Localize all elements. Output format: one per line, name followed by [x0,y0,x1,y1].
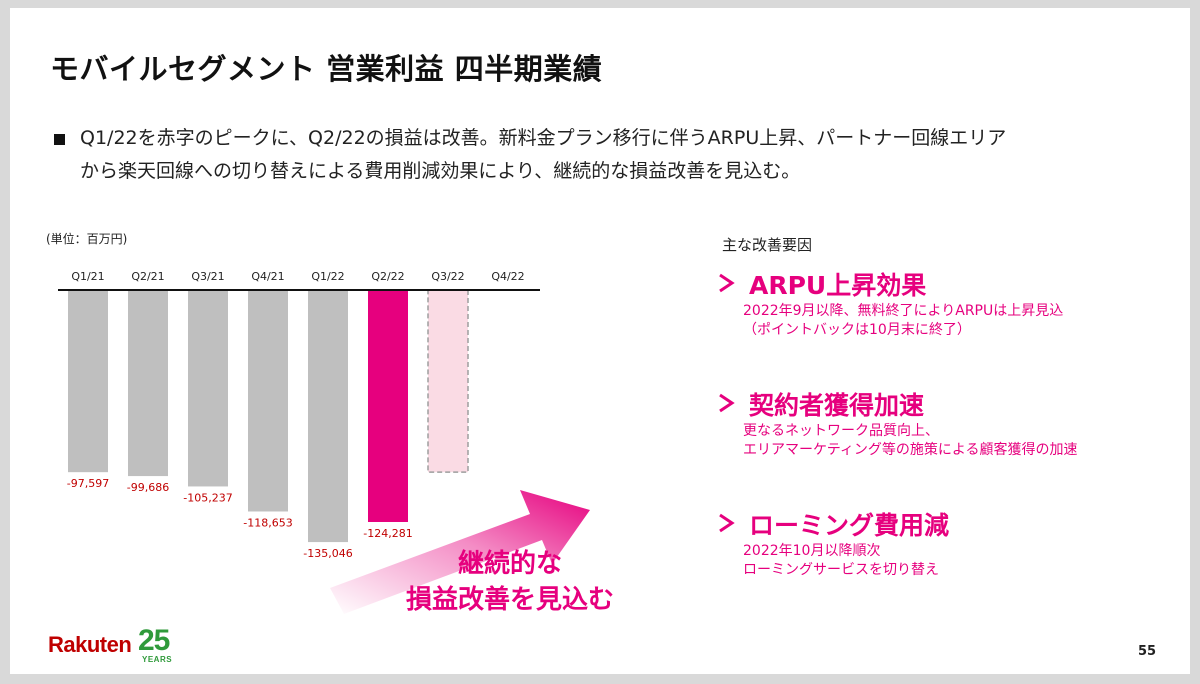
factor-desc-line-1: 2022年9月以降、無料終了によりARPUは上昇見込 [743,303,1064,319]
data-label: -135,046 [303,547,352,560]
tick-label: Q2/21 [131,270,164,283]
operating-income-chart: Q1/21 Q2/21 Q3/21 Q4/21 Q1/22 Q2/22 Q3/22 Q4/22… [58,270,540,560]
factor-title: ARPU上昇効果 [749,271,927,300]
data-label: -99,686 [127,481,169,494]
data-label: -118,653 [243,516,292,529]
factor-desc-line-2: （ポイントバックは10月末に終了） [743,322,971,338]
bar [128,290,168,477]
factor-title: ローミング費用減 [749,511,950,540]
logo-number: 25 [138,624,170,657]
tick-label: Q4/21 [251,270,284,283]
improvement-arrow [330,490,590,614]
chevron-right-icon [719,393,735,413]
bar [368,290,408,522]
bullet-line-2: から楽天回線への切り替えによる費用削減効果により、継続的な損益改善を見込む。 [80,160,801,182]
chevron-right-icon [719,513,735,533]
bar [248,290,288,512]
tick-label: Q3/21 [191,270,224,283]
unit-label: (単位：百万円) [46,232,128,246]
message-line-2: 損益改善を見込む [405,585,614,615]
logo-years: YEARS [142,655,173,664]
data-label: -97,597 [67,477,109,490]
tick-label: Q1/22 [311,270,344,283]
factors-heading: 主な改善要因 [722,236,813,254]
factor-title: 契約者獲得加速 [749,391,925,420]
bar [188,290,228,487]
tick-label: Q2/22 [371,270,404,283]
improvement-message: 継続的な 損益改善を見込む [370,546,650,618]
factor-description: 更なるネットワーク品質向上、 エリアマーケティング等の施策による顧客獲得の加速 [743,422,1077,460]
bar [308,290,348,543]
factor-desc-line-1: 更なるネットワーク品質向上、 [743,423,939,439]
chevron-right-icon [719,273,735,293]
slide: モバイルセグメント 営業利益 四半期業績 Q1/22を赤字のピークに、Q2/22… [10,8,1190,674]
factor-description: 2022年10月以降順次 ローミングサービスを切り替え [743,542,939,580]
factor-desc-line-1: 2022年10月以降順次 [743,543,881,559]
bar [68,290,108,473]
bullet-line-1: Q1/22を赤字のピークに、Q2/22の損益は改善。新料金プラン移行に伴うARP… [80,127,1007,149]
page-number: 55 [1138,644,1157,659]
logo-brand: Rakuten [48,632,132,657]
bullet-text: Q1/22を赤字のピークに、Q2/22の損益は改善。新料金プラン移行に伴うARP… [80,122,1170,188]
tick-label: Q3/22 [431,270,464,283]
factor-desc-line-2: エリアマーケティング等の施策による顧客獲得の加速 [743,442,1078,458]
factor-description: 2022年9月以降、無料終了によりARPUは上昇見込 （ポイントバックは10月末… [743,302,1063,340]
message-line-1: 継続的な [457,549,562,579]
page-title: モバイルセグメント 営業利益 四半期業績 [50,52,603,86]
data-label: -105,237 [183,491,232,504]
forecast-bar [427,289,469,473]
data-label: -124,281 [363,527,412,540]
tick-label: Q1/21 [71,270,104,283]
tick-label: Q4/22 [491,270,524,283]
factor-desc-line-2: ローミングサービスを切り替え [743,562,939,578]
bullet-marker [54,134,65,145]
